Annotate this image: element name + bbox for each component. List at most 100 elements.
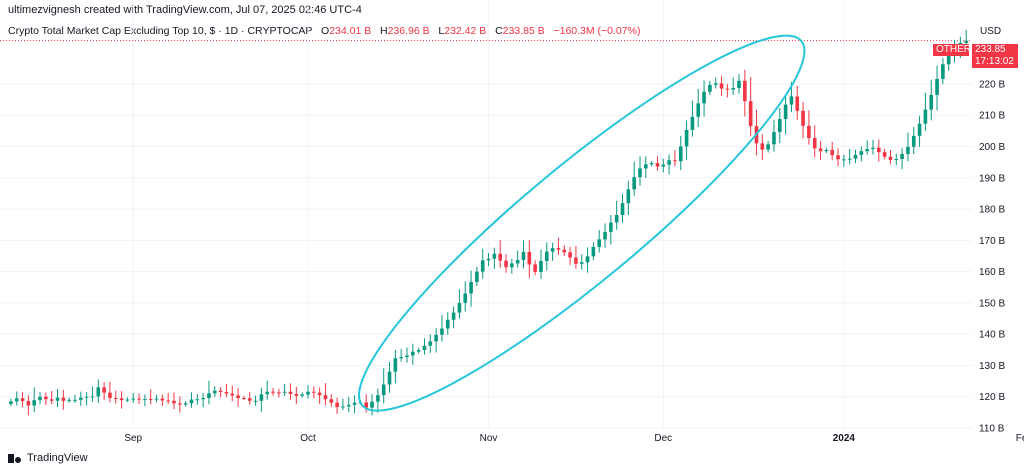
candle bbox=[713, 77, 718, 89]
candle bbox=[189, 392, 194, 408]
candle bbox=[906, 132, 910, 162]
price-tick: 160 B bbox=[979, 267, 1005, 278]
candle bbox=[812, 125, 817, 158]
symbol-legend: Crypto Total Market Cap Excluding Top 10… bbox=[8, 25, 640, 37]
candle bbox=[463, 281, 468, 312]
candles bbox=[9, 29, 968, 416]
ellipse-shape[interactable] bbox=[325, 0, 838, 450]
candle bbox=[801, 101, 805, 139]
candle bbox=[935, 65, 939, 111]
candle bbox=[824, 147, 829, 154]
candle bbox=[859, 146, 864, 162]
candle bbox=[929, 79, 934, 121]
candle bbox=[638, 156, 642, 186]
candle bbox=[113, 390, 118, 404]
candle bbox=[626, 180, 631, 216]
candle bbox=[527, 240, 532, 279]
candle bbox=[166, 393, 170, 404]
candle bbox=[469, 270, 473, 307]
candle bbox=[102, 382, 106, 401]
candle bbox=[26, 395, 31, 416]
candle bbox=[20, 392, 25, 408]
candle bbox=[387, 362, 392, 393]
candle bbox=[614, 200, 619, 230]
candle bbox=[183, 401, 188, 407]
candle bbox=[486, 253, 491, 267]
candle bbox=[719, 75, 724, 97]
candle bbox=[451, 306, 456, 329]
candle bbox=[411, 343, 415, 365]
candle bbox=[247, 391, 252, 405]
candle bbox=[923, 92, 928, 131]
candle bbox=[253, 395, 258, 406]
candle bbox=[475, 266, 479, 287]
candle bbox=[131, 393, 136, 403]
candle bbox=[154, 394, 159, 403]
candle bbox=[32, 387, 37, 413]
candle bbox=[766, 140, 770, 153]
time-tick: Feb bbox=[1016, 433, 1024, 444]
time-tick: 2024 bbox=[833, 433, 856, 444]
candle bbox=[271, 387, 275, 396]
candle bbox=[591, 242, 596, 261]
candle bbox=[282, 383, 287, 396]
candle bbox=[772, 119, 776, 152]
candle bbox=[847, 148, 852, 165]
candle bbox=[941, 57, 945, 85]
high-key: H bbox=[380, 25, 388, 37]
candle bbox=[894, 153, 899, 166]
time-tick: Nov bbox=[480, 433, 498, 444]
candle bbox=[510, 258, 514, 274]
candle bbox=[585, 247, 590, 273]
price-tick: 170 B bbox=[979, 236, 1005, 247]
candle bbox=[393, 349, 398, 384]
candle bbox=[143, 394, 147, 407]
candle bbox=[533, 260, 537, 276]
candle bbox=[708, 80, 712, 96]
candle bbox=[678, 135, 683, 171]
price-tick: 200 B bbox=[979, 142, 1005, 153]
candle bbox=[644, 156, 648, 178]
candle bbox=[434, 328, 438, 353]
footer-brand: TradingView bbox=[27, 452, 88, 464]
low-key: L bbox=[438, 25, 445, 37]
candle bbox=[917, 115, 922, 147]
candle bbox=[288, 383, 293, 400]
symbol-title: Crypto Total Market Cap Excluding Top 10… bbox=[8, 25, 313, 37]
candle bbox=[195, 394, 200, 405]
price-tick: 180 B bbox=[979, 205, 1005, 216]
candle bbox=[807, 110, 811, 145]
candle bbox=[201, 393, 205, 408]
candle bbox=[731, 77, 735, 95]
candle bbox=[445, 312, 450, 335]
candle bbox=[317, 387, 322, 404]
credit-line: ultimezvignesh created with TradingView.… bbox=[8, 4, 362, 16]
candle bbox=[218, 387, 223, 398]
candle bbox=[96, 379, 101, 403]
candle bbox=[79, 391, 83, 406]
candle bbox=[836, 148, 840, 167]
candle bbox=[673, 150, 677, 167]
candle bbox=[224, 383, 229, 398]
time-tick: Sep bbox=[124, 433, 142, 444]
candle bbox=[73, 394, 77, 403]
price-tick: 130 B bbox=[979, 361, 1005, 372]
candle bbox=[428, 334, 433, 353]
candle bbox=[381, 368, 386, 404]
candle bbox=[661, 158, 666, 173]
candle bbox=[277, 388, 281, 398]
ellipse-drawing bbox=[325, 0, 838, 450]
candle bbox=[574, 246, 578, 269]
candle bbox=[597, 229, 602, 253]
candle bbox=[696, 88, 701, 128]
time-tick: Oct bbox=[300, 433, 316, 444]
time-tick: Dec bbox=[654, 433, 672, 444]
candle bbox=[108, 381, 112, 403]
candle bbox=[556, 237, 561, 256]
price-tick: 210 B bbox=[979, 111, 1005, 122]
time-axis: Sep Oct Nov Dec 2024 Feb bbox=[124, 433, 1024, 444]
candle bbox=[207, 380, 211, 405]
candle bbox=[783, 95, 788, 135]
open-value: 234.01 B bbox=[329, 25, 372, 37]
